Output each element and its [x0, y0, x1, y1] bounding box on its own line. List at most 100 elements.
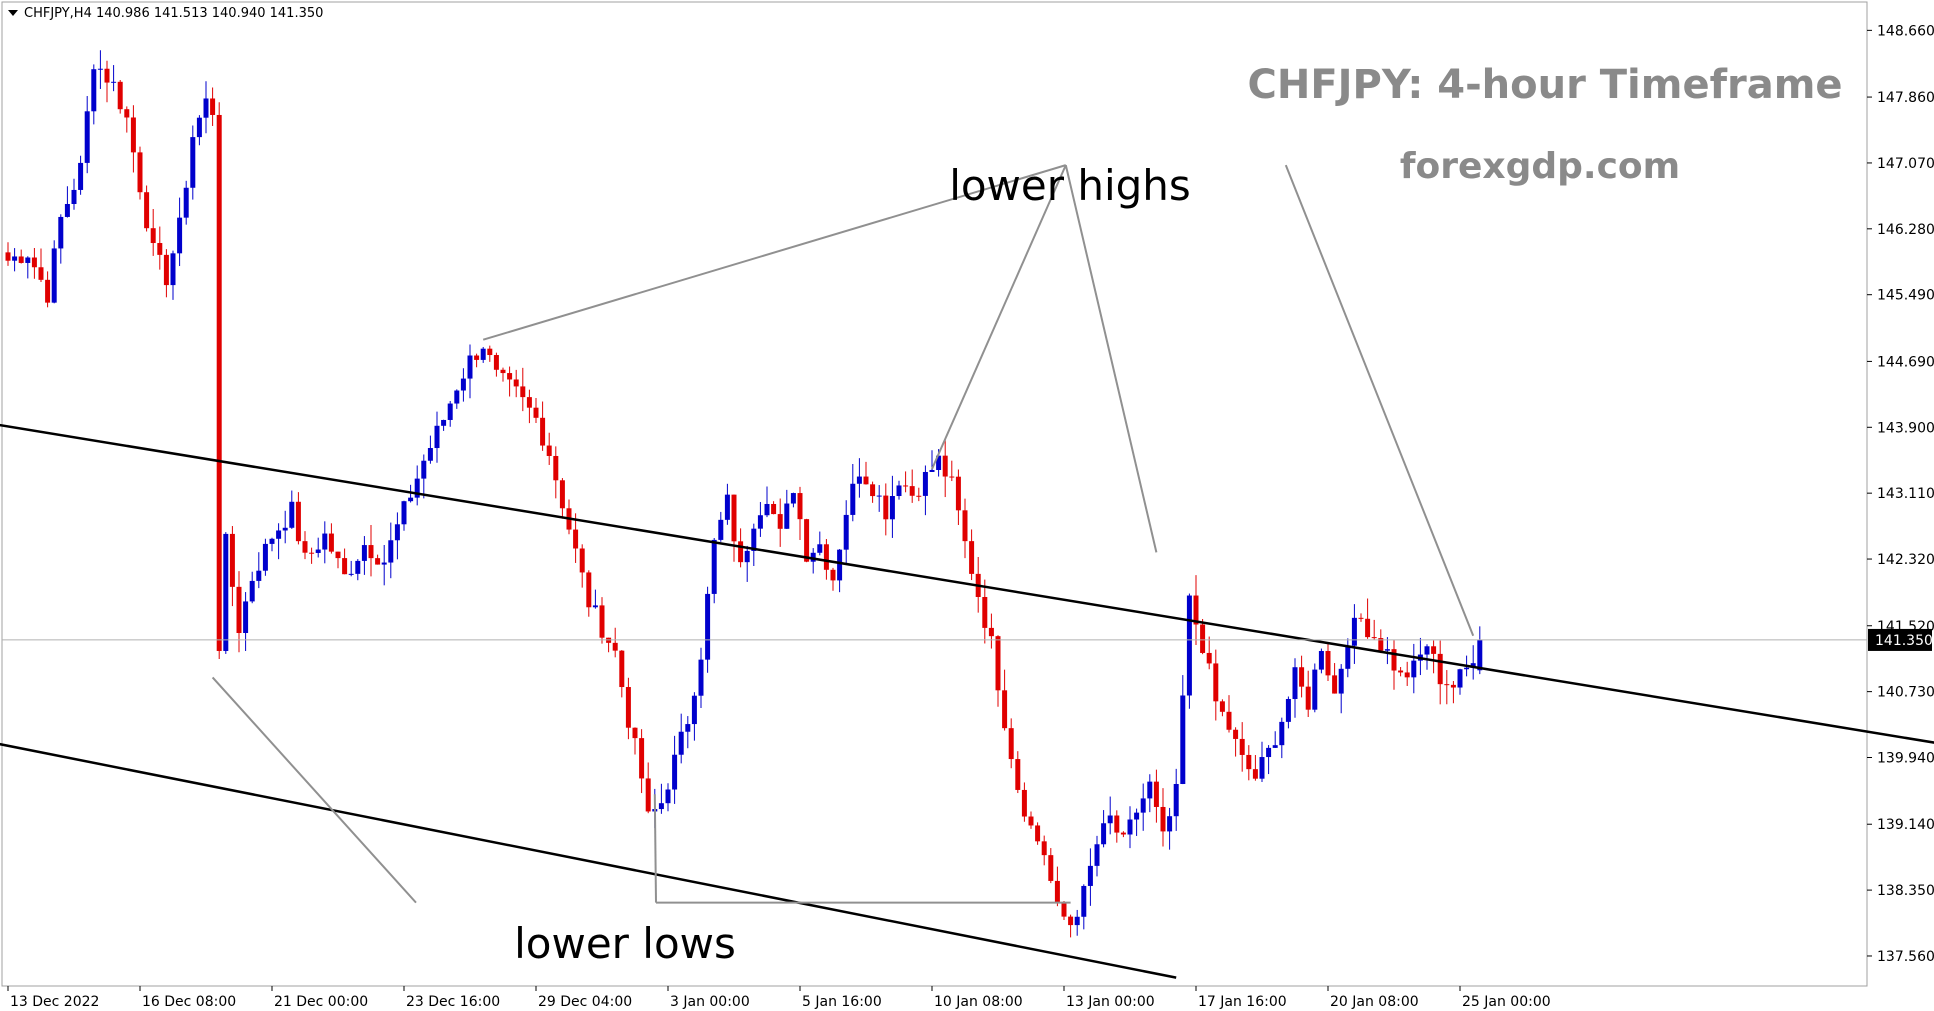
candle-body	[1312, 669, 1318, 710]
candle-body	[335, 551, 341, 559]
candle-body	[1279, 721, 1285, 746]
candle	[130, 105, 136, 173]
candle	[58, 214, 64, 264]
candle-body	[988, 627, 994, 637]
candle	[658, 783, 664, 814]
candle	[592, 589, 598, 609]
y-tick-label: 147.860	[1877, 90, 1934, 106]
candle	[579, 544, 585, 588]
candle-body	[1186, 595, 1192, 696]
candle	[1193, 575, 1199, 646]
candle-body	[104, 68, 110, 83]
candle-body	[1411, 660, 1417, 678]
candle-body	[698, 659, 704, 696]
candle	[1424, 644, 1430, 670]
candle	[1153, 769, 1159, 823]
candle	[1167, 807, 1173, 850]
candle	[573, 513, 579, 563]
x-tick-label: 29 Dec 04:00	[538, 994, 632, 1010]
candle	[342, 548, 348, 575]
candle	[361, 536, 367, 575]
candle-body	[64, 203, 70, 217]
candle	[777, 498, 783, 547]
candle-body	[328, 533, 334, 552]
candle-body	[1127, 819, 1133, 835]
candle-body	[493, 355, 499, 370]
candle-body	[804, 519, 810, 562]
candles	[5, 50, 1483, 938]
candle	[97, 50, 103, 89]
candle-body	[500, 369, 506, 374]
candle-body	[843, 514, 849, 550]
candle	[322, 521, 328, 564]
y-tick-label: 146.280	[1877, 222, 1934, 238]
candle	[1272, 731, 1278, 748]
dropdown-arrow-icon[interactable]	[8, 10, 18, 16]
candle	[137, 146, 143, 200]
x-tick-label: 20 Jan 08:00	[1330, 994, 1419, 1010]
candle	[1252, 755, 1258, 781]
candle-body	[223, 533, 229, 651]
candle	[1200, 618, 1206, 655]
candle	[705, 586, 711, 673]
candle-body	[1318, 651, 1324, 670]
candle-body	[1437, 653, 1443, 685]
y-tick-label: 140.730	[1877, 685, 1934, 701]
candle	[348, 560, 354, 577]
candle	[1345, 638, 1351, 678]
y-tick-label: 139.940	[1877, 751, 1934, 767]
candle	[1411, 643, 1417, 694]
candle	[223, 532, 229, 654]
candle-body	[1384, 649, 1390, 651]
candle	[1398, 667, 1404, 677]
candle-body	[1345, 645, 1351, 669]
y-tick-label: 142.320	[1877, 552, 1934, 568]
candle-body	[817, 544, 823, 553]
candle	[421, 454, 427, 499]
candle-body	[243, 601, 249, 633]
candle	[454, 389, 460, 409]
candle	[1120, 831, 1126, 838]
candle-body	[1325, 651, 1331, 676]
candle	[31, 247, 37, 279]
candle	[302, 531, 308, 560]
candle	[289, 490, 295, 529]
candle-body	[876, 495, 882, 497]
candle-body	[342, 558, 348, 575]
y-tick-label: 147.070	[1877, 156, 1934, 172]
candle	[619, 650, 625, 698]
candle	[243, 592, 249, 652]
candle	[903, 471, 909, 493]
candle	[38, 248, 44, 283]
candle	[1015, 751, 1021, 794]
candle-body	[256, 570, 262, 581]
candle	[295, 492, 301, 545]
candle	[810, 548, 816, 574]
candle-body	[487, 348, 493, 356]
candle	[1332, 663, 1338, 694]
candle-body	[1101, 823, 1107, 845]
candle-body	[962, 510, 968, 542]
candle-body	[1068, 916, 1074, 926]
candle	[1477, 626, 1483, 675]
candle-body	[969, 541, 975, 574]
candle	[1351, 604, 1357, 664]
candle-body	[546, 445, 552, 456]
candle-body	[1404, 672, 1410, 678]
y-tick-label: 137.560	[1877, 949, 1934, 965]
candle	[586, 570, 592, 617]
y-tick-label: 144.690	[1877, 354, 1934, 370]
candle	[1206, 636, 1212, 670]
candle-body	[1213, 663, 1219, 702]
candle	[487, 345, 493, 362]
candle	[546, 432, 552, 465]
candle	[1021, 782, 1027, 822]
candle-body	[1074, 916, 1080, 926]
candle-body	[757, 515, 763, 529]
candle-body	[797, 493, 803, 520]
candle-body	[1431, 646, 1437, 654]
candle	[784, 489, 790, 529]
candle-body	[850, 483, 856, 515]
candle-body	[1266, 747, 1272, 758]
candle	[1312, 663, 1318, 713]
